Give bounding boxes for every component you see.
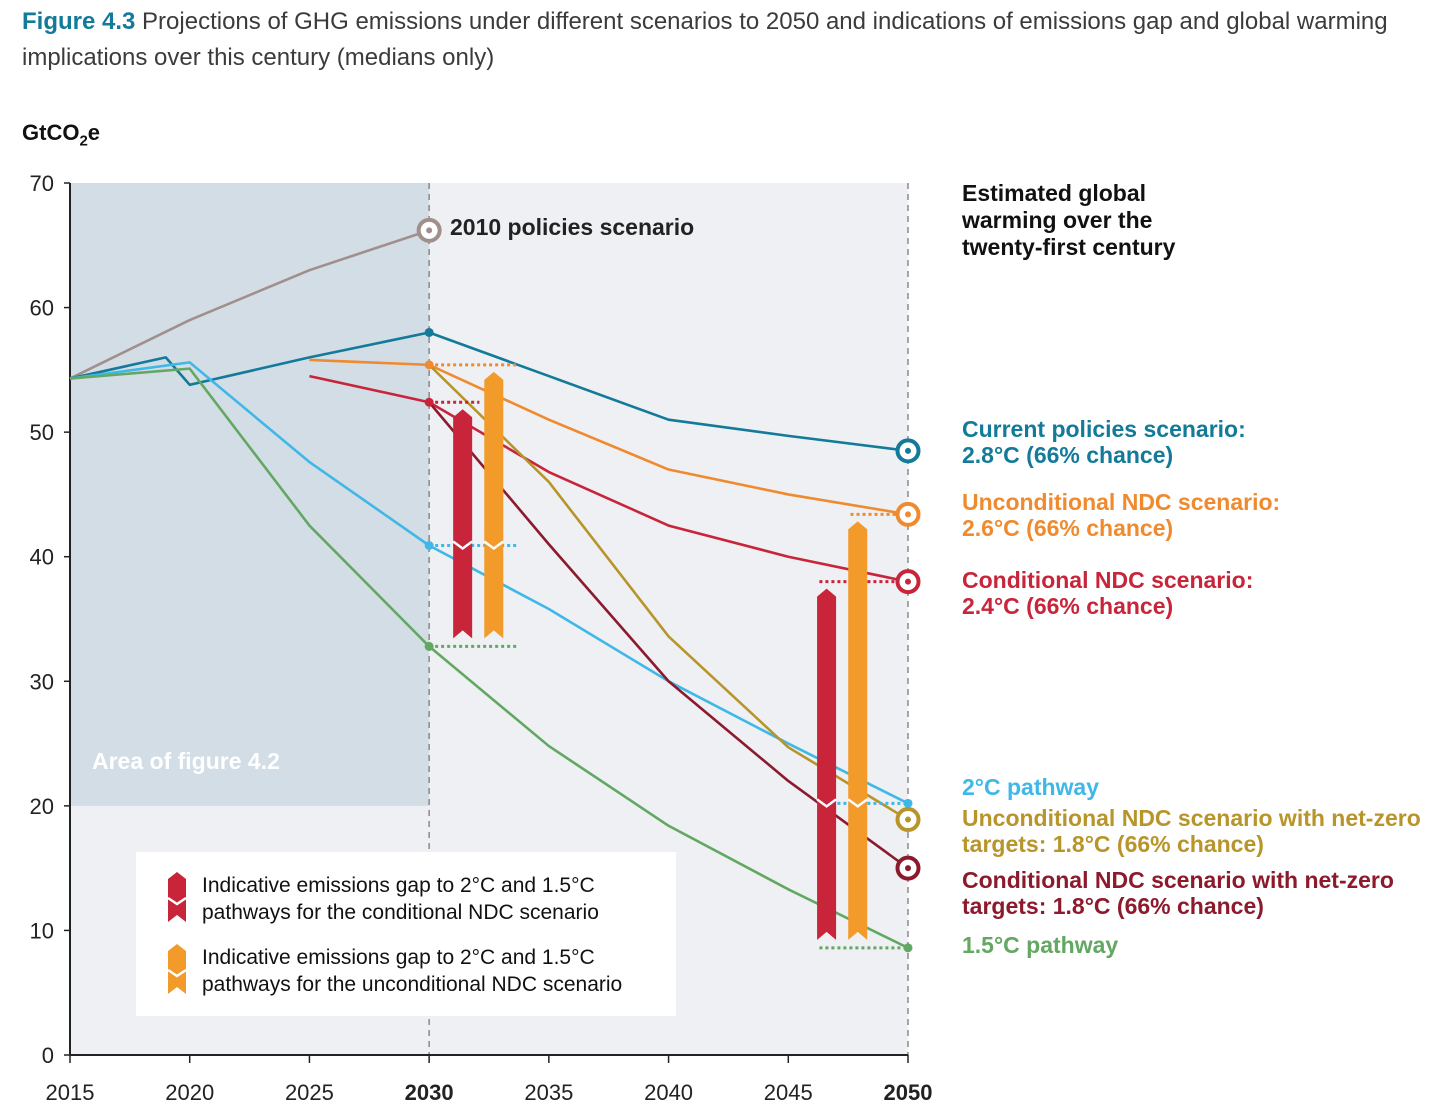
point-2030-4 — [424, 641, 434, 651]
legend-item-unconditional: Indicative emissions gap to 2°C and 1.5°… — [166, 942, 672, 1000]
series-line-policies2010 — [69, 229, 430, 380]
y-tick-label-50: 50 — [30, 420, 54, 445]
label-2c-pathway: 2°C pathway — [962, 774, 1100, 800]
shaded-area-label: Area of figure 4.2 — [92, 748, 280, 774]
gap-bar-divider-1 — [483, 540, 505, 551]
x-tick-label-2020: 2020 — [165, 1080, 214, 1105]
point-2050-1-5c — [903, 943, 913, 953]
label-uncond-netzero: Unconditional NDC scenario with net-zero… — [962, 805, 1442, 857]
gap-bar-divider-0 — [452, 540, 473, 551]
label-unconditional-line1: Unconditional NDC scenario: — [962, 489, 1281, 515]
y-tick-label-30: 30 — [30, 669, 54, 694]
gap-bar-conditional-0 — [453, 409, 473, 639]
series-line-one_five — [69, 367, 909, 950]
legend-swatch-conditional-icon — [167, 872, 187, 922]
y-tick-label-20: 20 — [30, 794, 54, 819]
label-uncond-nz-line2: targets: 1.8°C (66% chance) — [962, 831, 1264, 857]
right-panel-title: Estimated global warming over the twenty… — [962, 180, 1176, 260]
gap-bar-unconditional-1 — [484, 371, 504, 639]
point-2050-2c — [903, 798, 913, 808]
ring-conditional-center — [905, 578, 911, 585]
figure-caption: Figure 4.3 Projections of GHG emissions … — [22, 4, 1442, 76]
label-cond-nz-line2: targets: 1.8°C (66% chance) — [962, 893, 1264, 919]
legend-swatch-unconditional-icon — [167, 944, 187, 994]
y-axis-unit: GtCO2e — [22, 120, 100, 149]
point-2030-2 — [424, 327, 434, 337]
figure-caption-text: Projections of GHG emissions under diffe… — [22, 8, 1388, 71]
gap-bar-unconditional-3 — [848, 521, 868, 940]
endpoint-markers — [416, 217, 921, 881]
gap-bar-divider-2 — [816, 798, 837, 808]
gap-bars — [424, 327, 913, 953]
ring-uncond-netzero-center — [905, 816, 911, 823]
y-axis-unit-main: GtCO — [22, 120, 80, 145]
label-current-line2: 2.8°C (66% chance) — [962, 442, 1174, 468]
ring-2010-policies-center — [426, 227, 433, 234]
label-conditional-ndc: Conditional NDC scenario: 2.4°C (66% chan… — [962, 567, 1442, 619]
legend-item-conditional: Indicative emissions gap to 2°C and 1.5°… — [166, 870, 672, 928]
y-tick-label-10: 10 — [30, 918, 54, 943]
ring-cond-netzero-center — [905, 865, 911, 872]
y-axis-unit-suffix: e — [87, 120, 101, 145]
label-unconditional-ndc: Unconditional NDC scenario: 2.6°C (66% ch… — [962, 489, 1442, 541]
shaded-area-figure-4-2 — [70, 183, 430, 806]
y-axis-unit-subscript: 2 — [79, 132, 88, 150]
ring-unconditional-center — [905, 511, 911, 518]
x-tick-label-2030: 2030 — [405, 1080, 454, 1105]
label-current-policies: Current policies scenario: 2.8°C (66% cha… — [962, 416, 1442, 468]
y-tick-label-60: 60 — [30, 296, 54, 321]
legend: Indicative emissions gap to 2°C and 1.5°… — [136, 852, 676, 1016]
label-1-5c-pathway: 1.5°C pathway — [962, 932, 1119, 958]
point-2030-3 — [424, 541, 434, 551]
label-conditional-line1: Conditional NDC scenario: — [962, 567, 1254, 593]
x-tick-label-2040: 2040 — [644, 1080, 693, 1105]
point-2030-0 — [424, 360, 434, 370]
x-tick-label-2035: 2035 — [524, 1080, 573, 1105]
figure-label: Figure 4.3 — [22, 8, 136, 35]
x-tick-label-2015: 2015 — [46, 1080, 95, 1105]
legend-text-conditional: Indicative emissions gap to 2°C and 1.5°… — [202, 874, 599, 924]
label-unconditional-line2: 2.6°C (66% chance) — [962, 515, 1174, 541]
x-tick-label-2050: 2050 — [884, 1080, 933, 1105]
point-2030-1 — [424, 397, 434, 407]
label-2010-policies: 2010 policies scenario — [450, 214, 694, 240]
label-uncond-nz-line1: Unconditional NDC scenario with net-zero — [962, 805, 1421, 831]
series-line-conditional — [309, 374, 909, 583]
label-conditional-line2: 2.4°C (66% chance) — [962, 593, 1174, 619]
ring-current-policies-center — [905, 447, 911, 454]
label-cond-netzero: Conditional NDC scenario with net-zero ta… — [962, 867, 1442, 919]
legend-text-unconditional: Indicative emissions gap to 2°C and 1.5°… — [202, 946, 623, 996]
y-tick-label-40: 40 — [30, 545, 54, 570]
gap-bar-conditional-2 — [817, 588, 837, 940]
gap-bar-divider-3 — [847, 798, 868, 808]
label-cond-nz-line1: Conditional NDC scenario with net-zero — [962, 867, 1394, 893]
series-line-unconditional — [309, 358, 909, 516]
y-tick-label-70: 70 — [30, 171, 54, 196]
x-tick-label-2045: 2045 — [764, 1080, 813, 1105]
y-tick-label-0: 0 — [42, 1043, 54, 1068]
label-current-line1: Current policies scenario: — [962, 416, 1246, 442]
x-tick-label-2025: 2025 — [285, 1080, 334, 1105]
